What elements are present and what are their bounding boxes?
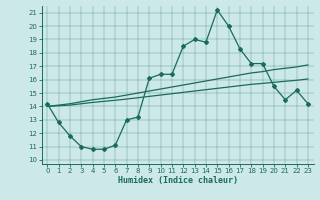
X-axis label: Humidex (Indice chaleur): Humidex (Indice chaleur) bbox=[118, 176, 237, 185]
